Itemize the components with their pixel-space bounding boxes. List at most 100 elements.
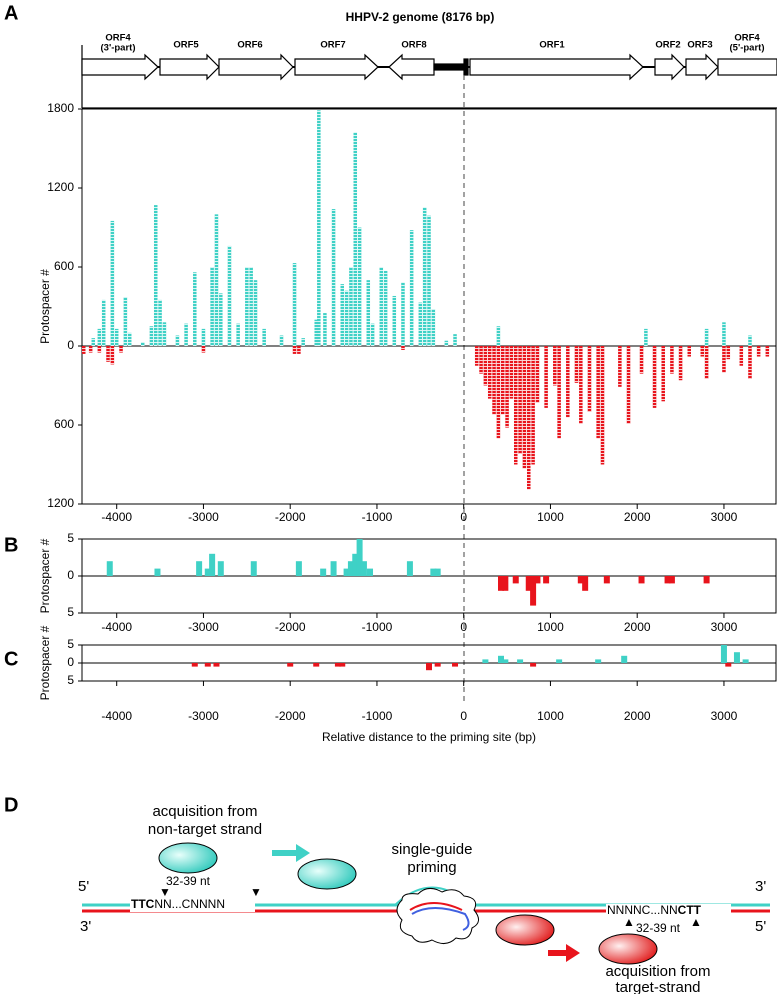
bar — [577, 576, 584, 584]
bar-stripe — [158, 299, 162, 346]
bar-stripe — [219, 293, 223, 346]
bar-stripe — [357, 227, 362, 346]
x-tick-label: 1000 — [537, 620, 564, 634]
bar — [603, 576, 610, 584]
bar-stripe — [210, 267, 214, 346]
bar-stripe — [401, 282, 405, 346]
bar-stripe — [483, 346, 488, 386]
diagram-label: single-guide — [392, 841, 473, 858]
charts: 1200 600 0 600 1200 1800 -4000 -3000 -2000 -1000 0… — [38, 101, 777, 744]
bar-stripe — [726, 346, 731, 360]
direction-arrow — [272, 844, 310, 862]
bar — [512, 576, 519, 584]
sequence-rest: NNNNC...NN — [607, 903, 678, 917]
bar-stripe — [236, 323, 240, 346]
bar-stripe — [574, 346, 579, 383]
x-tick-label: -3000 — [188, 510, 219, 524]
panel-label: B — [4, 534, 18, 556]
orf-label: (3'-part) — [101, 43, 136, 54]
x-axis-label: Relative distance to the priming site (b… — [322, 730, 536, 744]
bar — [217, 561, 224, 576]
y-tick-label: 0 — [67, 568, 74, 582]
bar-stripe — [670, 346, 674, 374]
bar-stripe — [566, 346, 570, 418]
bar — [664, 576, 671, 584]
bar-stripe — [704, 328, 709, 346]
y-tick-label: 1800 — [47, 101, 74, 115]
bar-stripe — [587, 346, 592, 412]
bar — [502, 576, 509, 591]
sequence-gap — [606, 904, 731, 918]
x-tick-label: 0 — [460, 620, 467, 634]
bar-stripe — [184, 323, 188, 346]
y-tick-label: 1200 — [47, 496, 74, 510]
y-tick-label: 5 — [67, 637, 74, 651]
genome-map — [81, 45, 777, 109]
bar — [498, 576, 505, 591]
bar — [204, 568, 211, 576]
panel-label: C — [4, 648, 18, 670]
orf-labels: ORF4 (3'-part) ORF5 ORF6 ORF7 ORF8 ORF1 … — [101, 33, 765, 54]
diagram-label: acquisition from — [605, 963, 710, 980]
diagram-label: priming — [407, 859, 456, 876]
strand-end: 5' — [78, 878, 89, 895]
bar-stripe — [292, 346, 297, 354]
bar — [352, 553, 359, 576]
orf-label: ORF4 — [105, 33, 131, 44]
bar — [530, 576, 537, 606]
panel-label: A — [4, 2, 18, 24]
x-tick-label: 3000 — [711, 620, 738, 634]
bar-stripe — [149, 326, 154, 346]
bar-stripe — [639, 346, 644, 374]
bar-stripe — [687, 346, 691, 357]
orf-label: (5'-part) — [730, 43, 765, 54]
bar-stripe — [279, 335, 284, 346]
bar — [106, 561, 113, 576]
sequence: NNNNC...NNCTT — [607, 903, 702, 917]
cas-complex — [598, 933, 658, 965]
bar — [334, 663, 341, 667]
orf-label: ORF6 — [237, 40, 262, 51]
bar — [213, 663, 220, 667]
bar — [434, 568, 441, 576]
bar-stripe — [301, 338, 305, 346]
bar — [209, 553, 216, 576]
x-tick-label: 2000 — [624, 620, 651, 634]
bar-stripe — [314, 319, 318, 346]
chart-title: HHPV-2 genome (8176 bp) — [346, 10, 495, 24]
y-tick-label: 5 — [67, 605, 74, 619]
y-tick-label: 1200 — [47, 180, 74, 194]
y-tick-label: 5 — [67, 531, 74, 545]
bar — [330, 561, 337, 576]
bar-stripe — [127, 332, 132, 346]
bar-stripe — [661, 346, 665, 402]
bar-stripe — [531, 346, 535, 465]
bar — [703, 576, 710, 584]
bar — [434, 663, 441, 667]
x-tick-label: 2000 — [624, 510, 651, 524]
bar — [556, 659, 563, 663]
bar-stripe — [700, 346, 705, 357]
bar-stripe — [214, 214, 219, 346]
cas-complex — [297, 858, 357, 890]
bar — [733, 652, 740, 663]
bar-stripe — [323, 313, 327, 346]
cas-complex — [495, 914, 555, 946]
x-tick-label: 0 — [460, 510, 467, 524]
bar — [517, 659, 524, 663]
bar-stripe — [509, 346, 514, 399]
y-axis-label: Protospacer # — [38, 538, 52, 613]
bar — [530, 663, 537, 667]
bar — [204, 663, 211, 667]
bar — [356, 539, 363, 576]
orf-label: ORF8 — [401, 40, 426, 51]
bar-stripe — [110, 346, 115, 365]
bar-stripe — [474, 346, 479, 366]
y-axis-label: Protospacer # — [38, 625, 52, 700]
bar-stripe — [544, 346, 548, 408]
bar — [638, 576, 645, 584]
bar-stripe — [383, 270, 388, 346]
bar-stripe — [487, 346, 492, 399]
diagram-label: acquisition from — [152, 803, 257, 820]
diagram-label: target-strand — [615, 979, 700, 994]
